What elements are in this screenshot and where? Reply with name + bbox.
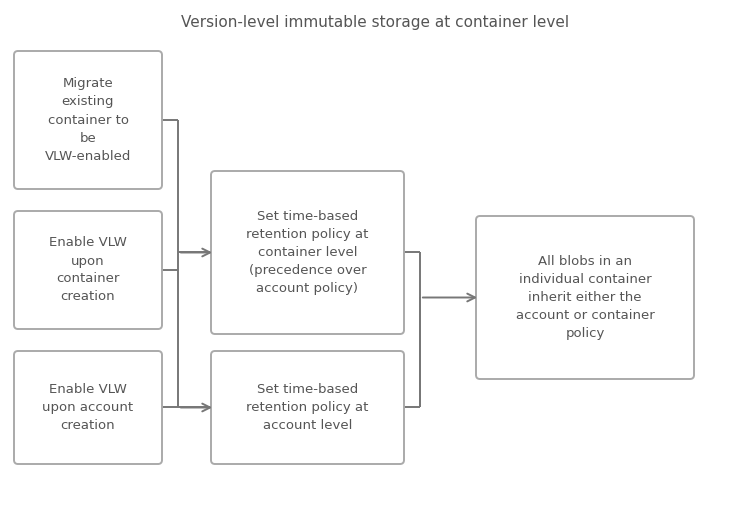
FancyBboxPatch shape [14,211,162,329]
FancyBboxPatch shape [211,351,404,464]
FancyBboxPatch shape [211,171,404,334]
FancyBboxPatch shape [14,51,162,189]
Text: All blobs in an
individual container
inherit either the
account or container
pol: All blobs in an individual container inh… [516,255,654,340]
Text: Migrate
existing
container to
be
VLW-enabled: Migrate existing container to be VLW-ena… [45,78,131,162]
FancyBboxPatch shape [476,216,694,379]
Text: Enable VLW
upon account
creation: Enable VLW upon account creation [43,383,134,432]
Text: Version-level immutable storage at container level: Version-level immutable storage at conta… [181,14,569,30]
Text: Set time-based
retention policy at
container level
(precedence over
account poli: Set time-based retention policy at conta… [246,210,369,295]
FancyBboxPatch shape [14,351,162,464]
Text: Enable VLW
upon
container
creation: Enable VLW upon container creation [49,237,127,304]
Text: Set time-based
retention policy at
account level: Set time-based retention policy at accou… [246,383,369,432]
